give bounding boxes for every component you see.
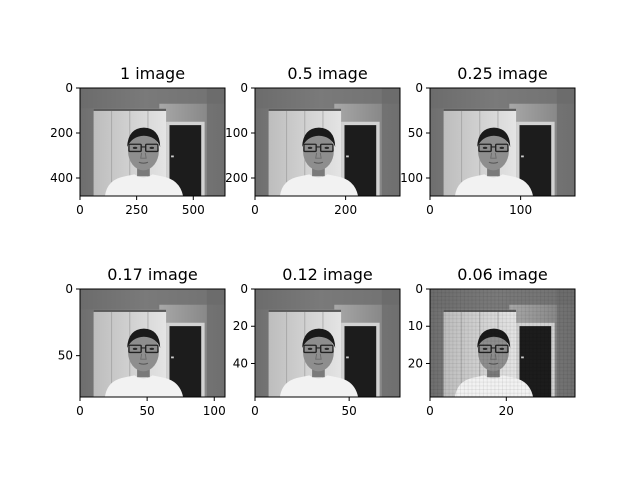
x-tick-label: 250 bbox=[125, 203, 148, 217]
axes-frame bbox=[79, 288, 226, 398]
y-tick-label: 100 bbox=[400, 171, 423, 185]
subplot-title: 0.25 image bbox=[457, 64, 548, 83]
y-tick-label: 20 bbox=[408, 356, 423, 370]
y-tick-label: 40 bbox=[233, 356, 248, 370]
pixel-grid bbox=[429, 288, 576, 398]
grayscale-photo bbox=[80, 88, 225, 196]
x-tick-label: 200 bbox=[334, 203, 357, 217]
x-tick-label: 0 bbox=[426, 203, 434, 217]
x-tick-label: 0 bbox=[76, 203, 84, 217]
subplot-5: 0.12 image 0 50 0 20 40 bbox=[233, 265, 401, 418]
y-tick-label: 20 bbox=[233, 319, 248, 333]
y-tick-label: 0 bbox=[65, 81, 73, 95]
y-tick-label: 200 bbox=[225, 171, 248, 185]
axes-frame bbox=[429, 288, 576, 398]
grayscale-photo bbox=[255, 88, 400, 196]
y-tick-label: 50 bbox=[408, 126, 423, 140]
y-tick-label: 10 bbox=[408, 319, 423, 333]
subplot-title: 0.12 image bbox=[282, 265, 373, 284]
x-tick-label: 50 bbox=[342, 404, 357, 418]
y-tick-label: 200 bbox=[50, 126, 73, 140]
subplot-title: 0.5 image bbox=[287, 64, 367, 83]
x-tick-label: 50 bbox=[139, 404, 154, 418]
y-tick-label: 50 bbox=[58, 349, 73, 363]
axes-frame bbox=[254, 288, 401, 398]
axes-frame bbox=[254, 87, 401, 197]
x-tick-label: 0 bbox=[76, 404, 84, 418]
axes-frame bbox=[79, 87, 226, 197]
axes-frame bbox=[429, 87, 576, 197]
subplot-title: 0.06 image bbox=[457, 265, 548, 284]
subplot-title: 1 image bbox=[120, 64, 185, 83]
subplot-6: 0.06 image 0 20 0 10 20 bbox=[408, 265, 576, 418]
y-tick-label: 400 bbox=[50, 171, 73, 185]
y-tick-label: 0 bbox=[240, 282, 248, 296]
y-tick-label: 0 bbox=[240, 81, 248, 95]
y-tick-label: 0 bbox=[415, 282, 423, 296]
grayscale-photo bbox=[255, 289, 400, 397]
x-tick-label: 0 bbox=[251, 203, 259, 217]
x-tick-label: 0 bbox=[251, 404, 259, 418]
y-tick-label: 0 bbox=[415, 81, 423, 95]
grayscale-photo bbox=[80, 289, 225, 397]
grayscale-photo bbox=[430, 88, 575, 196]
subplot-2: 0.5 image 0 200 0 100 200 bbox=[225, 64, 401, 217]
x-tick-label: 20 bbox=[499, 404, 514, 418]
subplot-1: 1 image 0 250 500 0 200 400 bbox=[50, 64, 226, 217]
y-tick-label: 100 bbox=[225, 126, 248, 140]
x-tick-label: 500 bbox=[182, 203, 205, 217]
x-tick-label: 100 bbox=[509, 203, 532, 217]
subplot-4: 0.17 image 0 50 100 0 50 bbox=[58, 265, 226, 418]
x-tick-label: 0 bbox=[426, 404, 434, 418]
subplot-title: 0.17 image bbox=[107, 265, 198, 284]
x-tick-label: 100 bbox=[203, 404, 226, 418]
subplot-3: 0.25 image 0 100 0 50 100 bbox=[400, 64, 576, 217]
y-tick-label: 0 bbox=[65, 282, 73, 296]
